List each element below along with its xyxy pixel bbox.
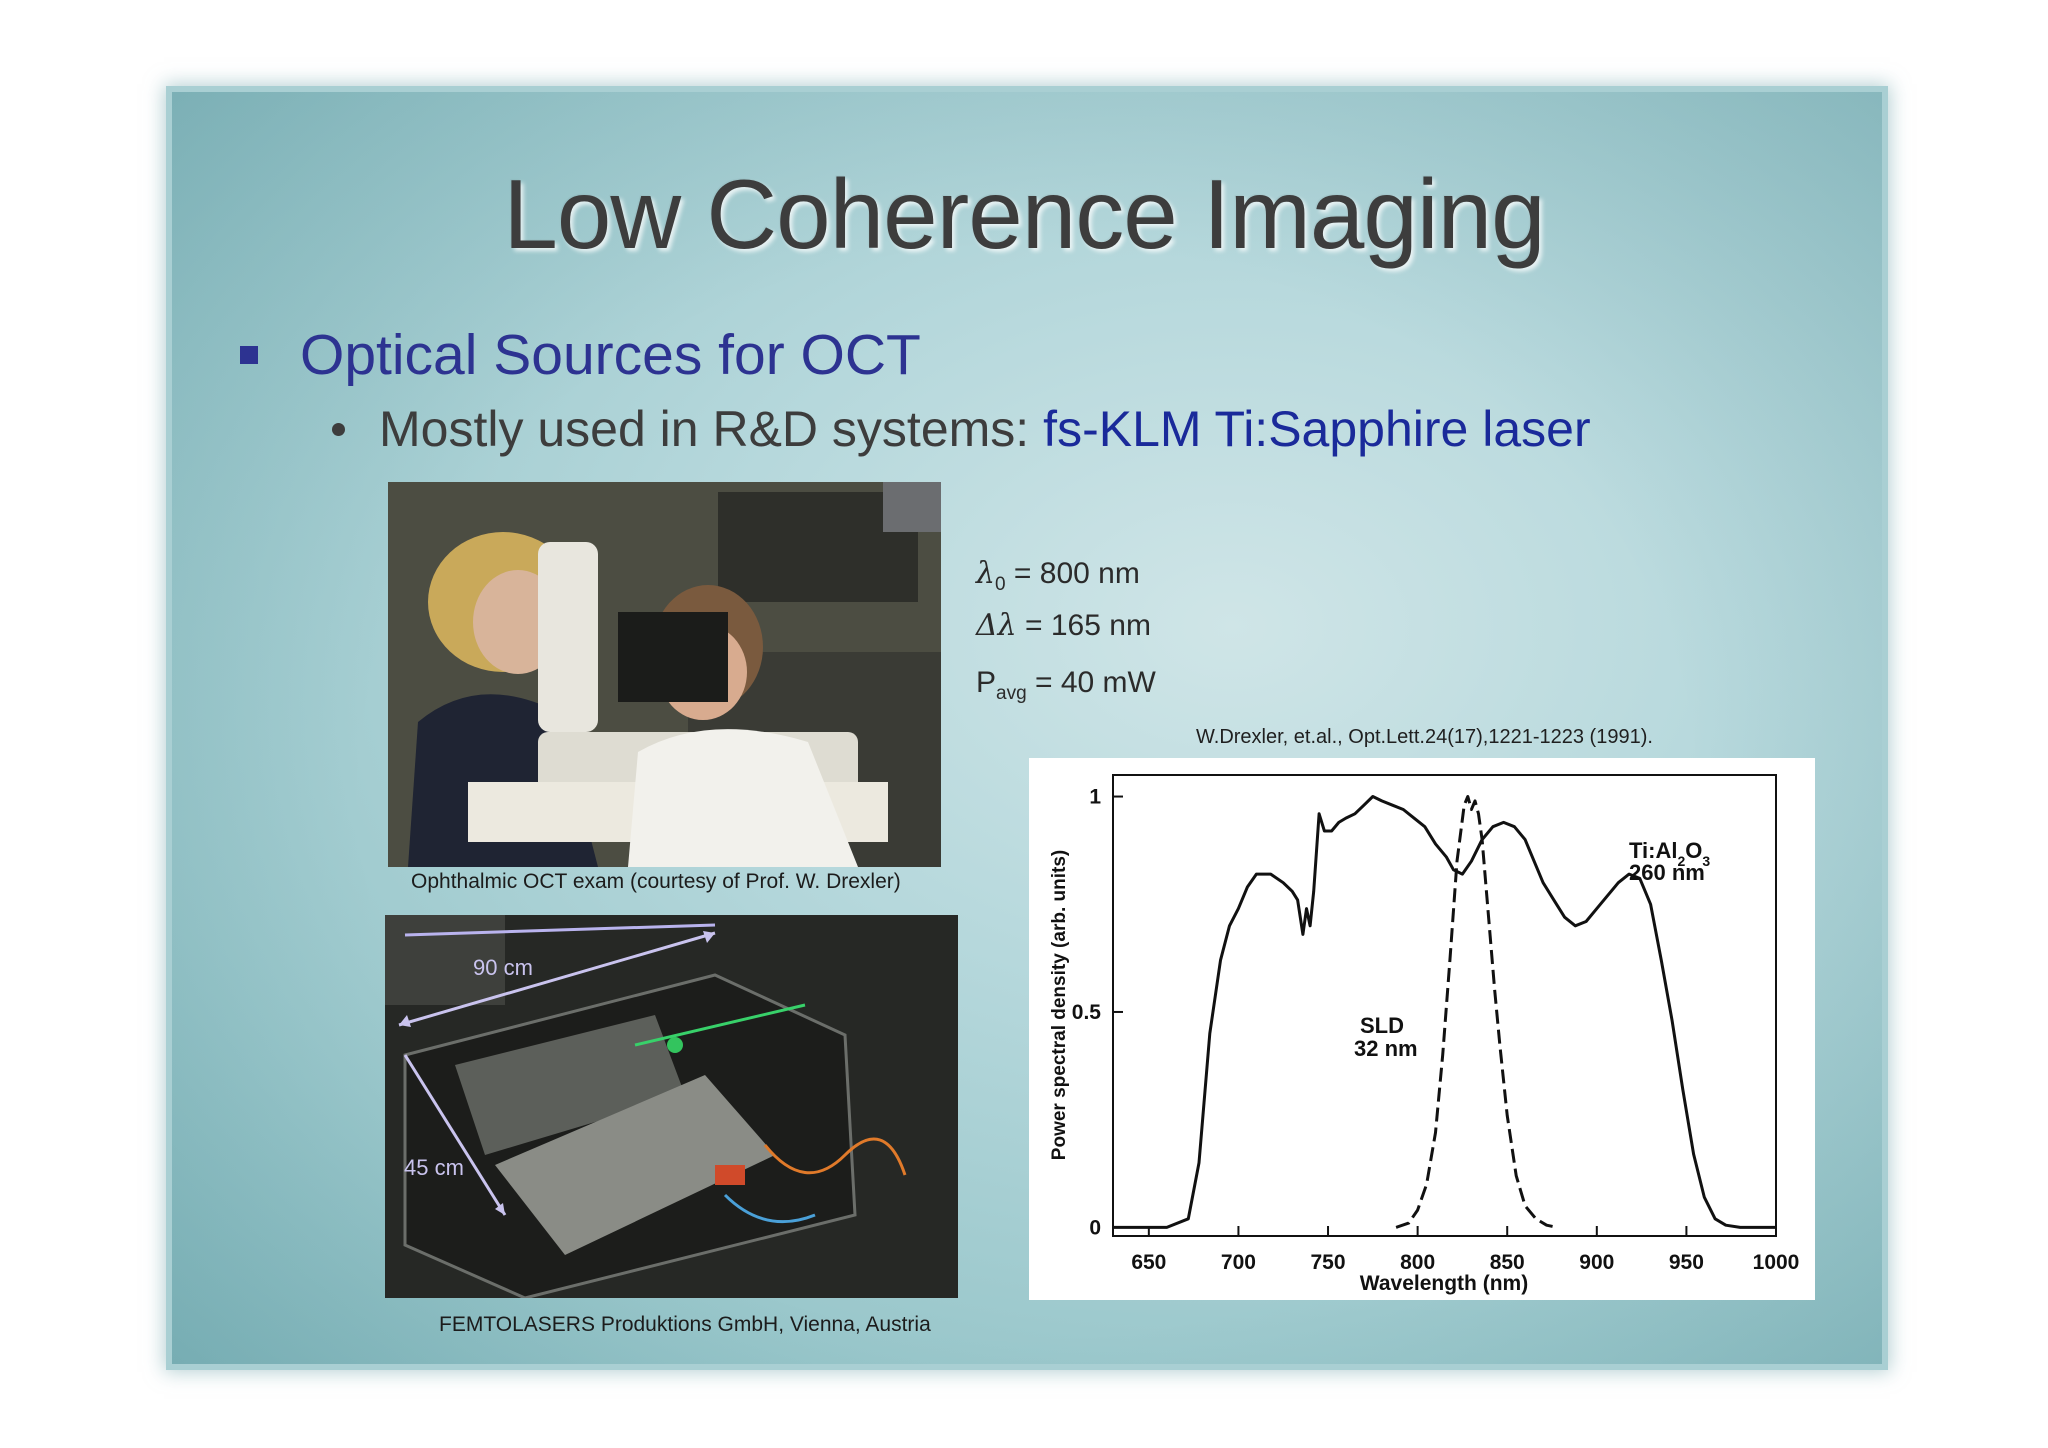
annotation-tial2o3-b: O <box>1685 838 1702 863</box>
annotation-sld-bandwidth: 32 nm <box>1354 1036 1418 1061</box>
spectrum-chart: 650 700 750 800 850 900 950 1000 0 0.5 1 Wavelengt… <box>1029 758 1815 1300</box>
y-tick-label: 0.5 <box>1072 1001 1102 1024</box>
bullet-level1-text: Optical Sources for OCT <box>300 323 921 387</box>
x-tick-label: 750 <box>1311 1251 1346 1274</box>
param-bandwidth: Δλ = 165 nm <box>976 608 1151 643</box>
x-tick-label: 700 <box>1221 1251 1256 1274</box>
x-tick-label: 900 <box>1579 1251 1614 1274</box>
x-tick-label: 1000 <box>1753 1251 1800 1274</box>
y-axis-label: Power spectral density (arb. units) <box>1049 850 1070 1160</box>
plot-frame <box>1112 774 1777 1237</box>
param-center-wavelength: λ0 = 800 nm <box>976 556 1140 596</box>
square-bullet-icon <box>240 346 258 364</box>
lambda-symbol: λ <box>976 556 996 591</box>
power-value: = 40 mW <box>1026 666 1156 699</box>
annotation-sld: SLD <box>1360 1013 1404 1038</box>
dimension-45cm: 45 cm <box>404 1155 464 1180</box>
round-bullet-icon <box>332 422 345 436</box>
lambda-value: = 800 nm <box>1005 557 1140 590</box>
bullet-level2: Mostly used in R&D systems: fs-KLM Ti:Sa… <box>332 400 1591 458</box>
x-tick-label: 950 <box>1669 1251 1704 1274</box>
x-axis-label: Wavelength (nm) <box>1360 1272 1528 1295</box>
bandwidth-value: = 165 nm <box>1016 609 1151 642</box>
bullet-level2-text: Mostly used in R&D systems: <box>379 401 1030 457</box>
x-tick-label: 850 <box>1490 1251 1525 1274</box>
annotation-tial2o3: Ti:Al2O3 <box>1629 838 1710 869</box>
x-tick-label: 800 <box>1400 1251 1435 1274</box>
series-line-tisapphire <box>1113 795 1776 1229</box>
annotation-tial2o3-sub2: 3 <box>1702 853 1710 869</box>
annotation-tial2o3-a: Ti:Al <box>1629 838 1677 863</box>
annotation-tial2o3-bandwidth: 260 nm <box>1629 860 1705 885</box>
y-tick-label: 0 <box>1089 1216 1101 1239</box>
annotation-tial2o3-sub1: 2 <box>1677 853 1685 869</box>
bullet-level2-highlight: fs-KLM Ti:Sapphire laser <box>1043 401 1591 457</box>
reference-citation: W.Drexler, et.al., Opt.Lett.24(17),1221-… <box>1196 726 1653 748</box>
ophthalmic-oct-photo <box>388 482 941 867</box>
x-tick-label: 650 <box>1131 1251 1166 1274</box>
dimension-90cm: 90 cm <box>473 955 533 980</box>
delta-lambda-symbol: Δλ <box>976 608 1017 643</box>
laser-system-photo <box>385 915 958 1298</box>
param-average-power: Pavg = 40 mW <box>976 666 1156 705</box>
power-sub: avg <box>996 683 1027 704</box>
photo1-caption: Ophthalmic OCT exam (courtesy of Prof. W… <box>411 870 901 893</box>
bullet-level1: Optical Sources for OCT <box>240 322 921 388</box>
spectrum-chart-svg: 650 700 750 800 850 900 950 1000 0 0.5 1 Wavelengt… <box>1049 774 1800 1295</box>
series-line-sld <box>1395 795 1558 1229</box>
slide-title: Low Coherence Imaging <box>503 159 1545 269</box>
y-tick-label: 1 <box>1089 786 1101 809</box>
lambda-sub: 0 <box>995 574 1006 595</box>
power-symbol: P <box>976 666 997 699</box>
photo2-caption: FEMTOLASERS Produktions GmbH, Vienna, Au… <box>439 1313 931 1336</box>
